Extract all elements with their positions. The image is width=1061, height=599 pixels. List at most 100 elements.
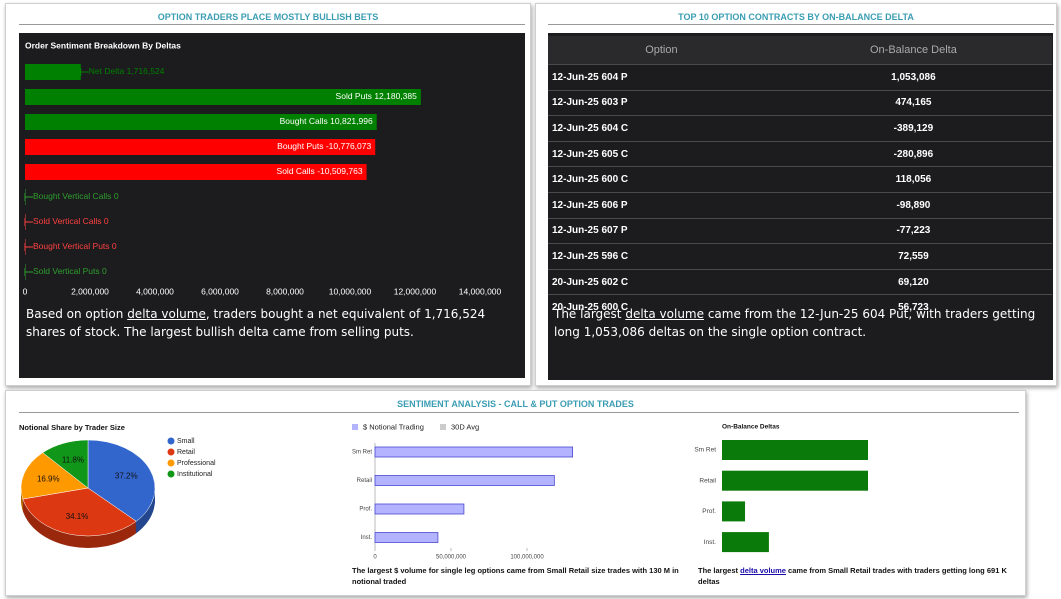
y-tick-label: Inst. [361,535,373,541]
text: The largest [554,307,626,321]
category-label: Net Delta [89,66,125,76]
y-tick-label: Prof. [359,507,372,513]
bar [25,164,367,180]
value-label: 0 [114,191,119,201]
bar [374,503,465,515]
cell: 474,165 [774,89,1052,116]
value-label: 0 [112,241,117,251]
legend-label: Retail [177,449,195,456]
bar [722,470,868,491]
cell: 69,120 [774,268,1052,295]
cell: -98,890 [774,191,1052,219]
pie-slice [87,439,156,522]
bar [25,89,421,105]
bar [722,501,746,522]
text: came from the 12-Jun-25 604 Put, with tr… [554,307,1036,339]
text: The largest $ volume for single leg opti… [352,566,679,586]
legend-label: 30D Avg [451,422,479,431]
panel: SENTIMENT ANALYSIS - CALL & PUT OPTION T… [5,390,1026,596]
x-tick-label: 2,000,000 [71,286,109,296]
y-tick-label: Prof. [702,508,716,515]
rule [19,412,1019,413]
value-label: -10,509,763 [317,166,363,176]
pie-slice [20,452,89,500]
text: came from Small Retail trades with trade… [698,566,1007,586]
bar-label: Sold Puts 12,180,385 [336,91,418,101]
cell: 12-Jun-25 596 C [548,243,775,270]
category-label: Sold Puts [336,91,372,101]
bar [25,114,377,130]
x-tick-label: 100,000,000 [510,555,544,561]
link[interactable]: delta volume [625,307,704,321]
cell: 1,053,086 [774,64,1052,91]
cell: -280,896 [774,140,1052,167]
bar-label: Sold Calls -10,509,763 [277,166,363,176]
legend-swatch [440,424,446,430]
legend-swatch [352,424,358,430]
rule [19,24,525,25]
category-label: Sold Vertical Puts [33,266,100,276]
category-label: Bought Calls [280,116,328,126]
x-tick-label: 0 [23,286,28,296]
panel-title: SENTIMENT ANALYSIS - CALL & PUT OPTION T… [397,399,634,409]
y-tick-label: Retail [699,477,716,484]
column-header: On-Balance Delta [774,36,1052,65]
chart-title: On-Balance Deltas [722,424,780,431]
category-label: Bought Vertical Calls [33,191,111,201]
bar-label: Bought Calls 10,821,996 [280,116,373,126]
value-label: 0 [102,266,107,276]
text: , traders bought a net equivalent of 1,7… [26,307,486,339]
x-tick-label: 14,000,000 [459,286,502,296]
value-label: 10,821,996 [330,116,373,126]
legend-label: Small [177,438,195,445]
legend-swatch [167,448,175,456]
cell: -389,129 [774,115,1052,142]
legend-swatch [167,437,175,445]
table: Option On-Balance Delta 12-Jun-25 604 P 1,0… [548,36,1052,320]
bar [374,532,439,543]
legend-label: Professional [177,460,216,467]
bar-label: Bought Vertical Calls 0 [33,191,119,201]
cell: -77,223 [774,217,1052,244]
value-label: 0 [104,216,109,226]
link[interactable]: delta volume [127,307,206,321]
chart-title: Notional Share by Trader Size [19,423,125,432]
bar [374,446,574,458]
x-tick-label: 50,000,000 [436,555,467,561]
summary: The largest delta volume came from the 1… [554,305,1044,341]
value-label: -10,776,073 [326,141,372,151]
bar-label: Bought Puts -10,776,073 [277,141,371,151]
category-label: Sold Calls [277,166,315,176]
pie-slice [22,487,137,537]
text: Based on option [26,307,128,321]
category-label: Sold Vertical Calls [33,216,102,226]
panel-title: OPTION TRADERS PLACE MOSTLY BULLISH BETS [157,12,379,22]
legend-label: $ Notional Trading [363,422,424,431]
bar [374,475,555,486]
cell: 118,056 [774,166,1052,193]
bar-label: Sold Vertical Calls 0 [33,216,109,226]
column-header: Option [548,36,775,65]
cell: 20-Jun-25 600 C [548,294,775,320]
legend-swatch [167,459,175,467]
cell: 12-Jun-25 604 P [548,64,775,91]
bar [25,64,81,80]
link[interactable]: delta volume [740,566,786,575]
bar-label: Bought Vertical Puts 0 [33,241,117,251]
rule [548,24,1054,25]
caption: The largest delta volume came from Small… [698,565,1023,587]
x-tick-label: 10,000,000 [329,286,372,296]
value-label: 34.1% [66,512,89,521]
cell: 12-Jun-25 600 C [548,166,775,193]
value-label: 1,716,524 [127,66,165,76]
y-tick-label: Inst. [704,539,716,546]
legend-swatch [167,470,175,478]
value-label: 11.8% [62,455,84,464]
cell: 56,723 [774,294,1052,320]
x-tick-label: 0 [373,555,377,561]
cell: 12-Jun-25 604 C [548,115,775,142]
bar [722,440,868,460]
cell: 12-Jun-25 606 P [548,191,775,219]
